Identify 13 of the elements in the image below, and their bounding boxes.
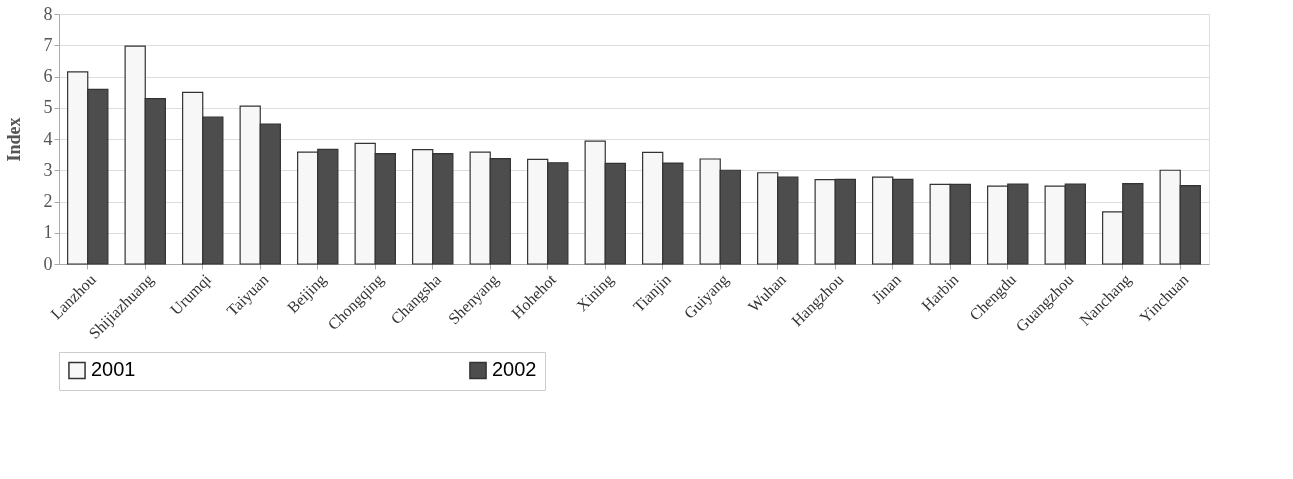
y-tick-label: 7 (43, 34, 53, 55)
y-tick-label: 1 (43, 222, 53, 243)
x-tick-label: Jinan (868, 270, 905, 307)
y-tick-label: 6 (43, 66, 53, 86)
y-tick-label: 8 (43, 3, 53, 24)
y-tick-label: 3 (43, 159, 53, 180)
y-tick-label: 2 (43, 191, 53, 211)
y-tick-label: 5 (43, 97, 53, 118)
y-axis-title: Index (3, 117, 24, 162)
legend-label: 2001 (91, 358, 136, 381)
y-tick-label: 0 (43, 253, 53, 274)
legend-label: 2002 (492, 358, 537, 381)
y-tick-label: 4 (43, 128, 53, 149)
